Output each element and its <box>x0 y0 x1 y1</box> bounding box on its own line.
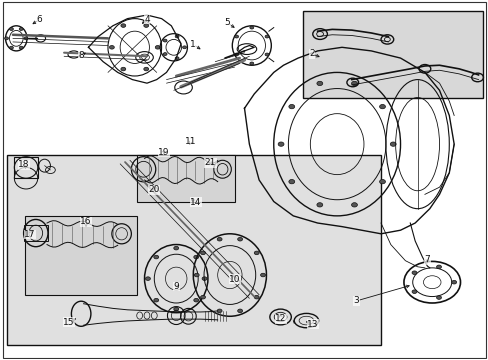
Ellipse shape <box>288 104 294 109</box>
Ellipse shape <box>154 298 158 302</box>
Text: 10: 10 <box>228 275 240 284</box>
Ellipse shape <box>19 28 23 31</box>
Ellipse shape <box>451 280 456 284</box>
Ellipse shape <box>234 53 238 56</box>
Ellipse shape <box>260 273 265 277</box>
Ellipse shape <box>200 251 205 255</box>
Ellipse shape <box>175 57 179 60</box>
Text: 4: 4 <box>144 15 149 24</box>
Text: 21: 21 <box>204 158 216 167</box>
Ellipse shape <box>194 273 199 277</box>
Ellipse shape <box>143 24 148 27</box>
Ellipse shape <box>249 62 253 65</box>
Ellipse shape <box>154 255 158 259</box>
Ellipse shape <box>278 142 284 146</box>
Ellipse shape <box>379 104 385 109</box>
Ellipse shape <box>351 81 357 86</box>
Text: 7: 7 <box>424 255 429 264</box>
Text: 20: 20 <box>148 185 160 194</box>
Bar <box>23 225 48 241</box>
Text: 15: 15 <box>63 318 75 327</box>
Ellipse shape <box>163 39 167 42</box>
Ellipse shape <box>24 37 28 40</box>
Text: 14: 14 <box>190 198 201 207</box>
Ellipse shape <box>389 142 395 146</box>
Ellipse shape <box>121 67 125 71</box>
Ellipse shape <box>237 238 242 241</box>
Ellipse shape <box>288 180 294 184</box>
Text: 12: 12 <box>275 314 286 323</box>
Bar <box>303 12 483 98</box>
Ellipse shape <box>411 271 416 275</box>
Ellipse shape <box>217 309 222 312</box>
Ellipse shape <box>264 35 268 38</box>
Text: 8: 8 <box>78 51 84 60</box>
Ellipse shape <box>254 295 259 299</box>
Text: 5: 5 <box>224 18 230 27</box>
Ellipse shape <box>411 290 416 293</box>
Ellipse shape <box>121 24 125 27</box>
Ellipse shape <box>436 296 441 300</box>
Ellipse shape <box>173 307 178 311</box>
Text: 3: 3 <box>353 296 359 305</box>
Ellipse shape <box>9 28 13 31</box>
Ellipse shape <box>193 255 198 259</box>
Text: 9: 9 <box>173 282 179 291</box>
Bar <box>25 216 137 295</box>
Ellipse shape <box>145 277 150 280</box>
Bar <box>6 155 380 345</box>
Ellipse shape <box>155 45 160 49</box>
Ellipse shape <box>200 295 205 299</box>
Bar <box>137 155 234 202</box>
Ellipse shape <box>264 53 268 56</box>
Text: 2: 2 <box>308 49 314 58</box>
Ellipse shape <box>19 46 23 49</box>
Text: 17: 17 <box>24 230 36 239</box>
Text: 19: 19 <box>158 148 169 157</box>
Ellipse shape <box>234 35 238 38</box>
Ellipse shape <box>175 35 179 38</box>
Ellipse shape <box>436 265 441 269</box>
Ellipse shape <box>4 37 8 40</box>
Text: 18: 18 <box>19 160 30 169</box>
Text: 6: 6 <box>37 15 42 24</box>
Ellipse shape <box>316 81 322 86</box>
Ellipse shape <box>202 277 206 280</box>
Ellipse shape <box>109 45 114 49</box>
Text: 11: 11 <box>185 137 196 146</box>
Bar <box>14 157 38 178</box>
Ellipse shape <box>193 298 198 302</box>
Ellipse shape <box>249 26 253 29</box>
Text: 13: 13 <box>306 320 318 329</box>
Text: 1: 1 <box>190 40 196 49</box>
Ellipse shape <box>173 246 178 250</box>
Ellipse shape <box>379 180 385 184</box>
Ellipse shape <box>316 203 322 207</box>
Ellipse shape <box>351 203 357 207</box>
Ellipse shape <box>143 67 148 71</box>
Ellipse shape <box>217 238 222 241</box>
Ellipse shape <box>9 46 13 49</box>
Ellipse shape <box>237 309 242 312</box>
Ellipse shape <box>254 251 259 255</box>
Ellipse shape <box>163 53 167 55</box>
Ellipse shape <box>182 46 186 49</box>
Text: 16: 16 <box>80 217 92 226</box>
